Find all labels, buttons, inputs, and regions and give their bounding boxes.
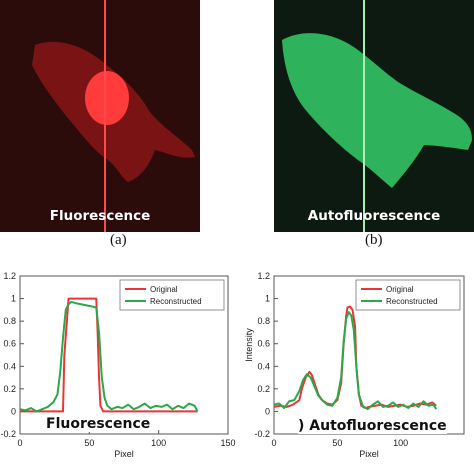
plot-b-xtick-label: 100 — [393, 438, 408, 448]
plot-a-chart: -0.200.20.40.60.811.20 50 100 150PixelOrigi… — [0, 271, 235, 459]
plot-b-ytick-label: 0.8 — [257, 316, 270, 326]
plot-a-legend: Original Reconstructed — [119, 279, 225, 311]
plot-b-legend: Original Reconstructed — [355, 279, 461, 311]
plot-a-ytick-label: 0 — [11, 406, 16, 416]
plot-b-chart: -0.200.20.40.60.811.20 50 100PixelIntensit… — [244, 271, 465, 459]
plot-a-legend-box — [119, 279, 225, 311]
plot-b-ytick-label: 0.4 — [257, 361, 270, 371]
plot-a-legend-label: Reconstructed — [150, 297, 202, 306]
plot-b-series-reconstructed — [273, 311, 438, 411]
plot-a-ytick-label: 1.2 — [3, 271, 16, 281]
plot-a-legend-label: Original — [150, 285, 178, 294]
plot-b-ytick-label: -0.2 — [254, 429, 270, 439]
intensity-profile-plots: -0.200.20.40.60.811.20 50 100 150PixelOrigi… — [0, 271, 465, 459]
plot-a-ytick-label: 1 — [11, 294, 16, 304]
autofluorescence-image: Autofluorescence — [274, 0, 474, 232]
plot-b-legend-label: Original — [386, 285, 414, 294]
plot-b-ytick-label: 1.2 — [257, 271, 270, 281]
plot-b-legend-label: Reconstructed — [386, 297, 438, 306]
fluorescence-image: Fluorescence — [0, 0, 200, 232]
plot-a-ytick-label: 0.2 — [3, 384, 16, 394]
plot-b-ylabel: Intensity — [244, 328, 254, 362]
plot-b-ytick-label: 0 — [265, 406, 270, 416]
caption-b: (b) — [365, 232, 383, 248]
plot-a-ytick-label: 0.6 — [3, 339, 16, 349]
plot-a-series-reconstructed — [19, 300, 199, 413]
plot-a-series-original — [20, 297, 198, 413]
plot-b-ytick-label: 1 — [265, 294, 270, 304]
plot-a-xtick-label: 50 — [84, 438, 94, 448]
plot-b-xtick-label: 0 — [271, 438, 276, 448]
plot-b-legend-box — [355, 279, 461, 311]
plot-a-ytick-label: 0.8 — [3, 316, 16, 326]
plot-a-xtick-label: 0 — [17, 438, 22, 448]
plot-b-xtick-label: 50 — [332, 438, 342, 448]
plot-a-xtick-label: 100 — [151, 438, 166, 448]
plot-a-xtick-label: 150 — [220, 438, 235, 448]
plot-b-annotation: ) Autofluorescence — [298, 418, 447, 434]
plot-a-ytick-label: 0.4 — [3, 361, 16, 371]
fluorescence-image-label: Fluorescence — [49, 208, 151, 224]
caption-a: (a) — [110, 232, 127, 248]
plot-b-xlabel: Pixel — [359, 449, 379, 459]
plot-a-ytick-label: -0.2 — [0, 429, 16, 439]
plot-b-ytick-label: 0.6 — [257, 339, 270, 349]
autofluorescence-image-label: Autofluorescence — [307, 208, 441, 224]
plot-a-xlabel: Pixel — [114, 449, 134, 459]
plot-a-annotation: Fluorescence — [46, 416, 151, 432]
plot-b-ytick-label: 0.2 — [257, 384, 270, 394]
